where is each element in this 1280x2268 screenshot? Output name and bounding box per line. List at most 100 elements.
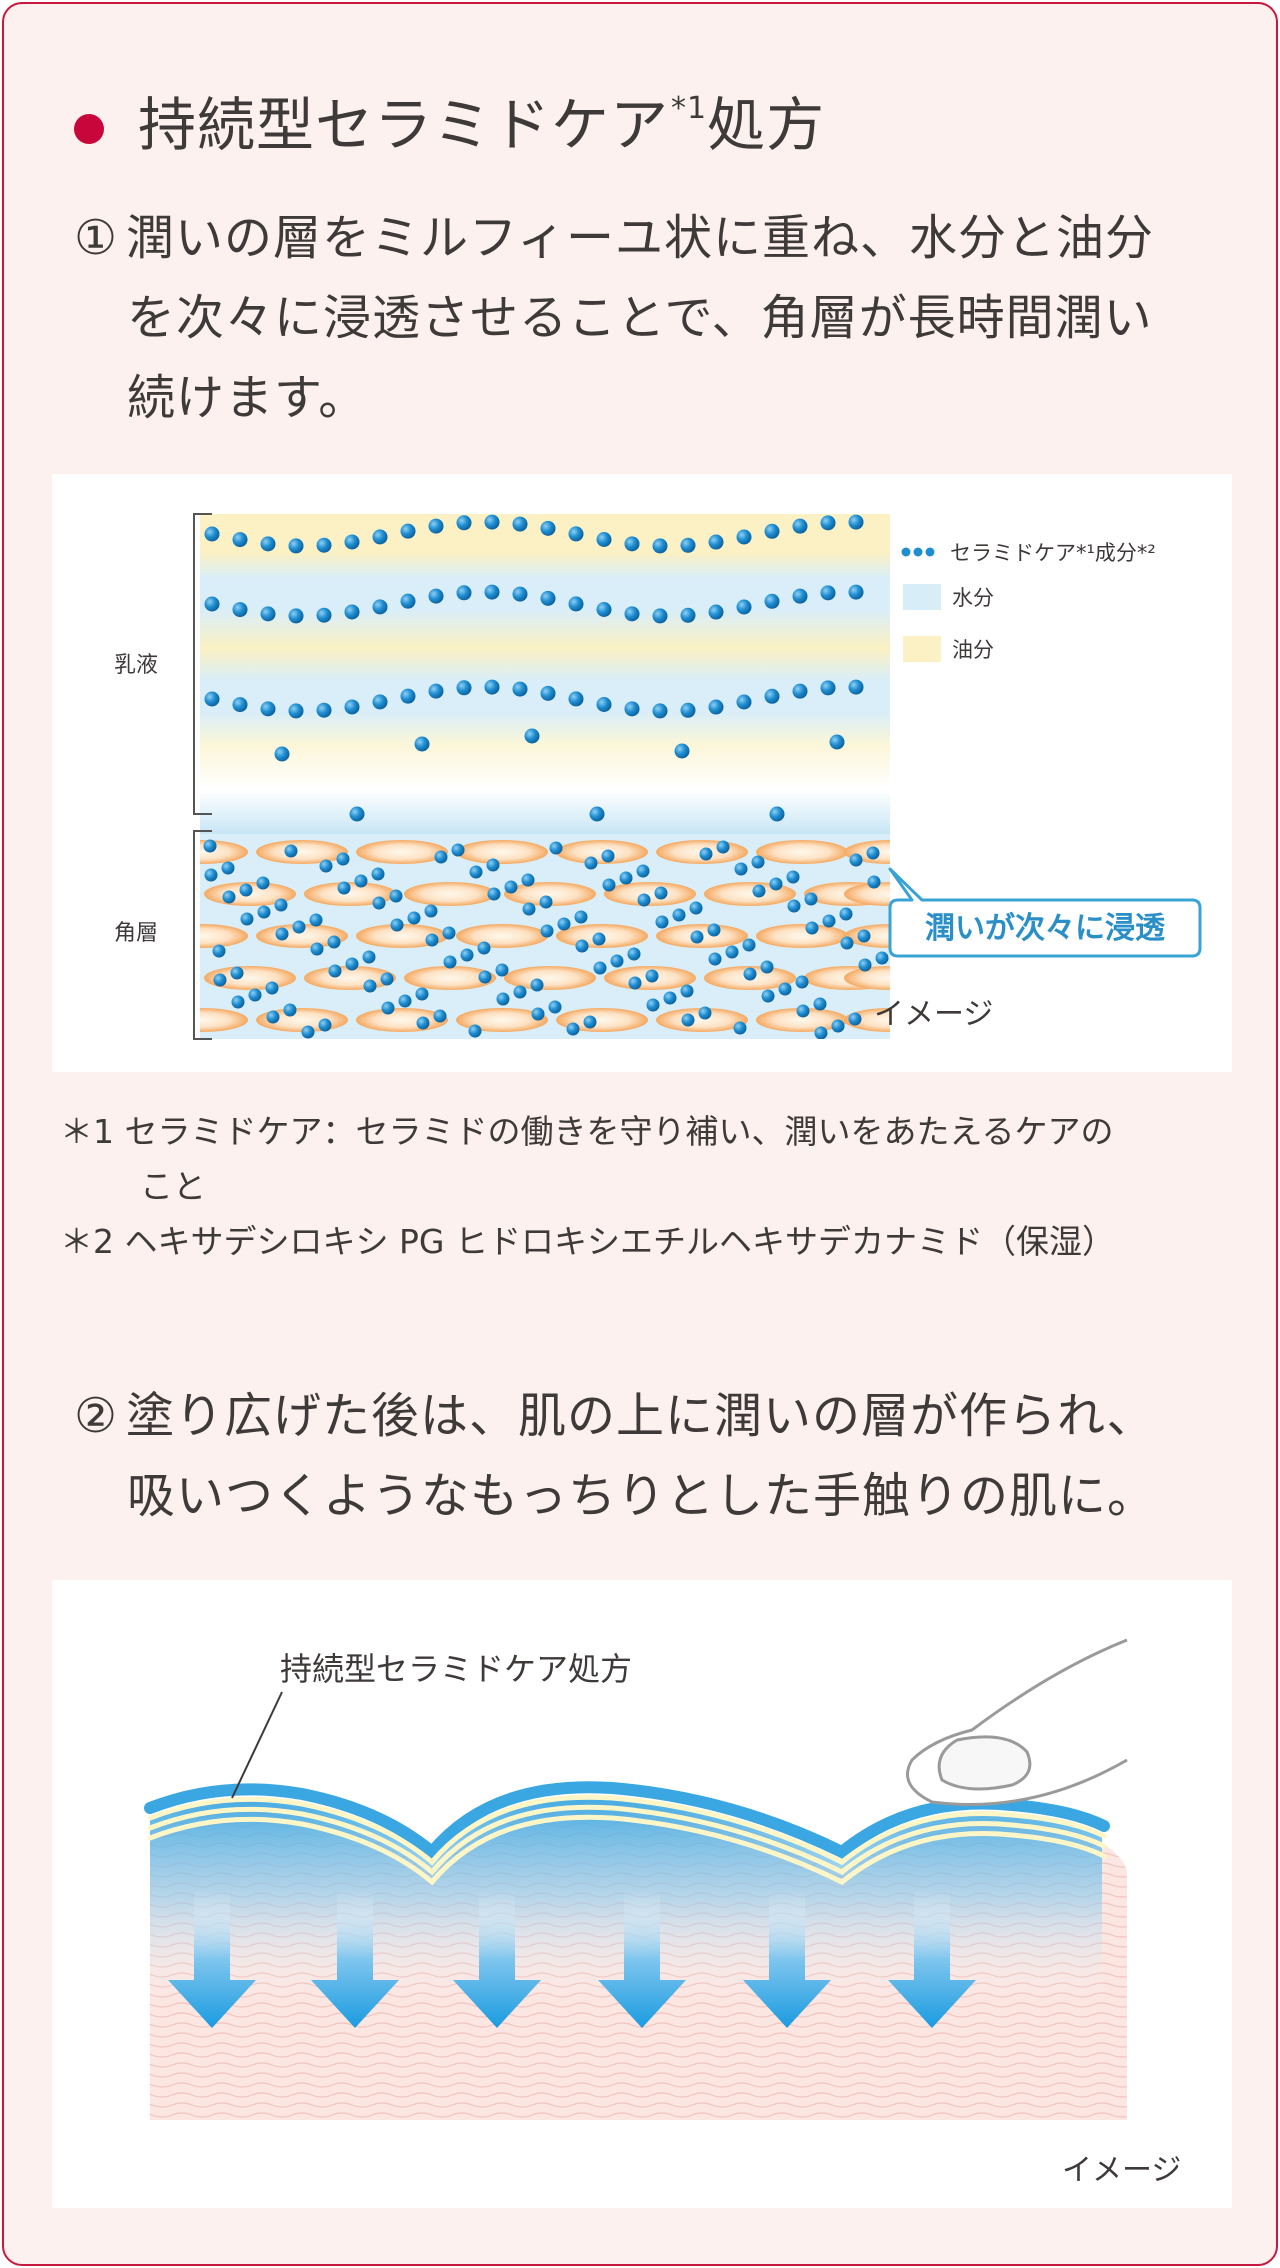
ceramide-ball	[283, 1003, 297, 1017]
ceramide-ball	[496, 992, 510, 1006]
ceramide-ball	[512, 516, 528, 532]
ceramide-ball	[680, 607, 696, 623]
down-arrow-icon	[168, 1890, 256, 2028]
ceramide-ball	[786, 870, 800, 884]
ceramide-ball	[619, 871, 633, 885]
ceramide-ball	[839, 907, 853, 921]
ceramide-ball	[584, 856, 598, 870]
diagram-2-label: 持続型セラミドケア処方	[280, 1650, 632, 1688]
stratum-cell	[304, 882, 396, 906]
stratum-cell	[756, 924, 848, 948]
ceramide-ball	[240, 912, 254, 926]
ceramide-ball	[381, 1001, 395, 1015]
ceramide-ball	[428, 518, 444, 534]
ceramide-ball	[583, 1015, 597, 1029]
ceramide-ball	[232, 532, 248, 548]
ceramide-ball	[260, 606, 276, 622]
ceramide-ball	[232, 602, 248, 618]
ceramide-ball	[336, 852, 350, 866]
legend-water-label: 水分	[952, 586, 994, 610]
ceramide-ball	[292, 920, 306, 934]
legend-dot-icon	[925, 547, 935, 557]
ceramide-ball	[424, 904, 438, 918]
down-arrow-icon	[453, 1890, 541, 2028]
ceramide-ball	[433, 1009, 447, 1023]
stratum-cells	[200, 839, 890, 1039]
ceramide-ball	[274, 746, 290, 762]
ceramide-ball	[512, 681, 528, 697]
ceramide-ball	[266, 1010, 280, 1024]
ceramide-ball	[524, 728, 540, 744]
finger-icon	[906, 1638, 1128, 1806]
stratum-cell	[844, 882, 890, 906]
ceramide-ball	[362, 950, 376, 964]
bullet-dot-icon	[74, 114, 104, 144]
ceramide-ball	[469, 865, 483, 879]
ceramide-ball	[318, 1018, 332, 1032]
ceramide-ball	[725, 945, 739, 959]
ceramide-ball	[521, 873, 535, 887]
ceramide-ball	[707, 923, 721, 937]
ceramide-ball	[804, 892, 818, 906]
ceramide-ball	[769, 806, 785, 822]
ceramide-ball	[568, 691, 584, 707]
ceramide-ball	[319, 859, 333, 873]
ceramide-ball	[760, 960, 774, 974]
ceramide-ball	[734, 862, 748, 876]
label-leader-line	[231, 1691, 283, 1799]
ceramide-ball	[628, 976, 642, 990]
ceramide-ball	[309, 913, 323, 927]
stratum-cell	[756, 840, 848, 864]
ceramide-ball	[260, 536, 276, 552]
diagram-1-caption: イメージ	[874, 997, 993, 1032]
ceramide-ball	[655, 915, 669, 929]
ceramide-ball	[316, 537, 332, 553]
ceramide-ball	[596, 601, 612, 617]
stratum-cell	[844, 966, 890, 990]
legend-dot-icon	[913, 547, 923, 557]
ceramide-ball	[792, 588, 808, 604]
ceramide-ball	[761, 989, 775, 1003]
ceramide-ball	[822, 914, 836, 928]
ceramide-ball	[316, 607, 332, 623]
stratum-cell	[504, 882, 596, 906]
ceramide-ball	[575, 939, 589, 953]
ceramide-ball	[792, 683, 808, 699]
ceramide-ball	[813, 997, 827, 1011]
ceramide-ball	[716, 840, 730, 854]
ceramide-ball	[820, 515, 836, 531]
ceramide-ball	[239, 883, 253, 897]
ceramide-ball	[203, 839, 217, 853]
ceramide-ball	[792, 518, 808, 534]
ceramide-ball	[456, 680, 472, 696]
ceramide-ball-rows	[204, 514, 864, 822]
ceramide-ball	[820, 585, 836, 601]
ceramide-ball	[468, 1024, 482, 1038]
ceramide-ball	[363, 979, 377, 993]
point-2-number: ②	[74, 1388, 119, 1444]
ceramide-ball	[549, 841, 563, 855]
ceramide-ball	[708, 604, 724, 620]
ceramide-ball	[288, 538, 304, 554]
ceramide-ball	[848, 584, 864, 600]
ceramide-ball	[708, 699, 724, 715]
ceramide-ball	[204, 691, 220, 707]
ceramide-ball	[400, 523, 416, 539]
emulsion-area	[200, 514, 890, 834]
ceramide-ball	[316, 702, 332, 718]
stratum-cell	[656, 1008, 748, 1032]
ceramide-ball	[652, 608, 668, 624]
ceramide-ball	[540, 924, 554, 938]
section-heading: 持続型セラミドケア*1処方	[74, 84, 825, 166]
ceramide-ball	[637, 893, 651, 907]
ceramide-ball	[222, 890, 236, 904]
ceramide-ball	[389, 889, 403, 903]
ceramide-ball	[428, 683, 444, 699]
ceramide-ball	[596, 696, 612, 712]
ceramide-ball	[829, 734, 845, 750]
ceramide-ball	[875, 951, 889, 965]
diagram-1-illustration: 乳液 角層 セラミドケア*¹成分*² 水分 油分 潤いが次々に浸透	[114, 513, 1202, 1040]
legend-oil-swatch	[903, 636, 941, 662]
ceramide-ball	[456, 585, 472, 601]
ceramide-ball	[540, 520, 556, 536]
